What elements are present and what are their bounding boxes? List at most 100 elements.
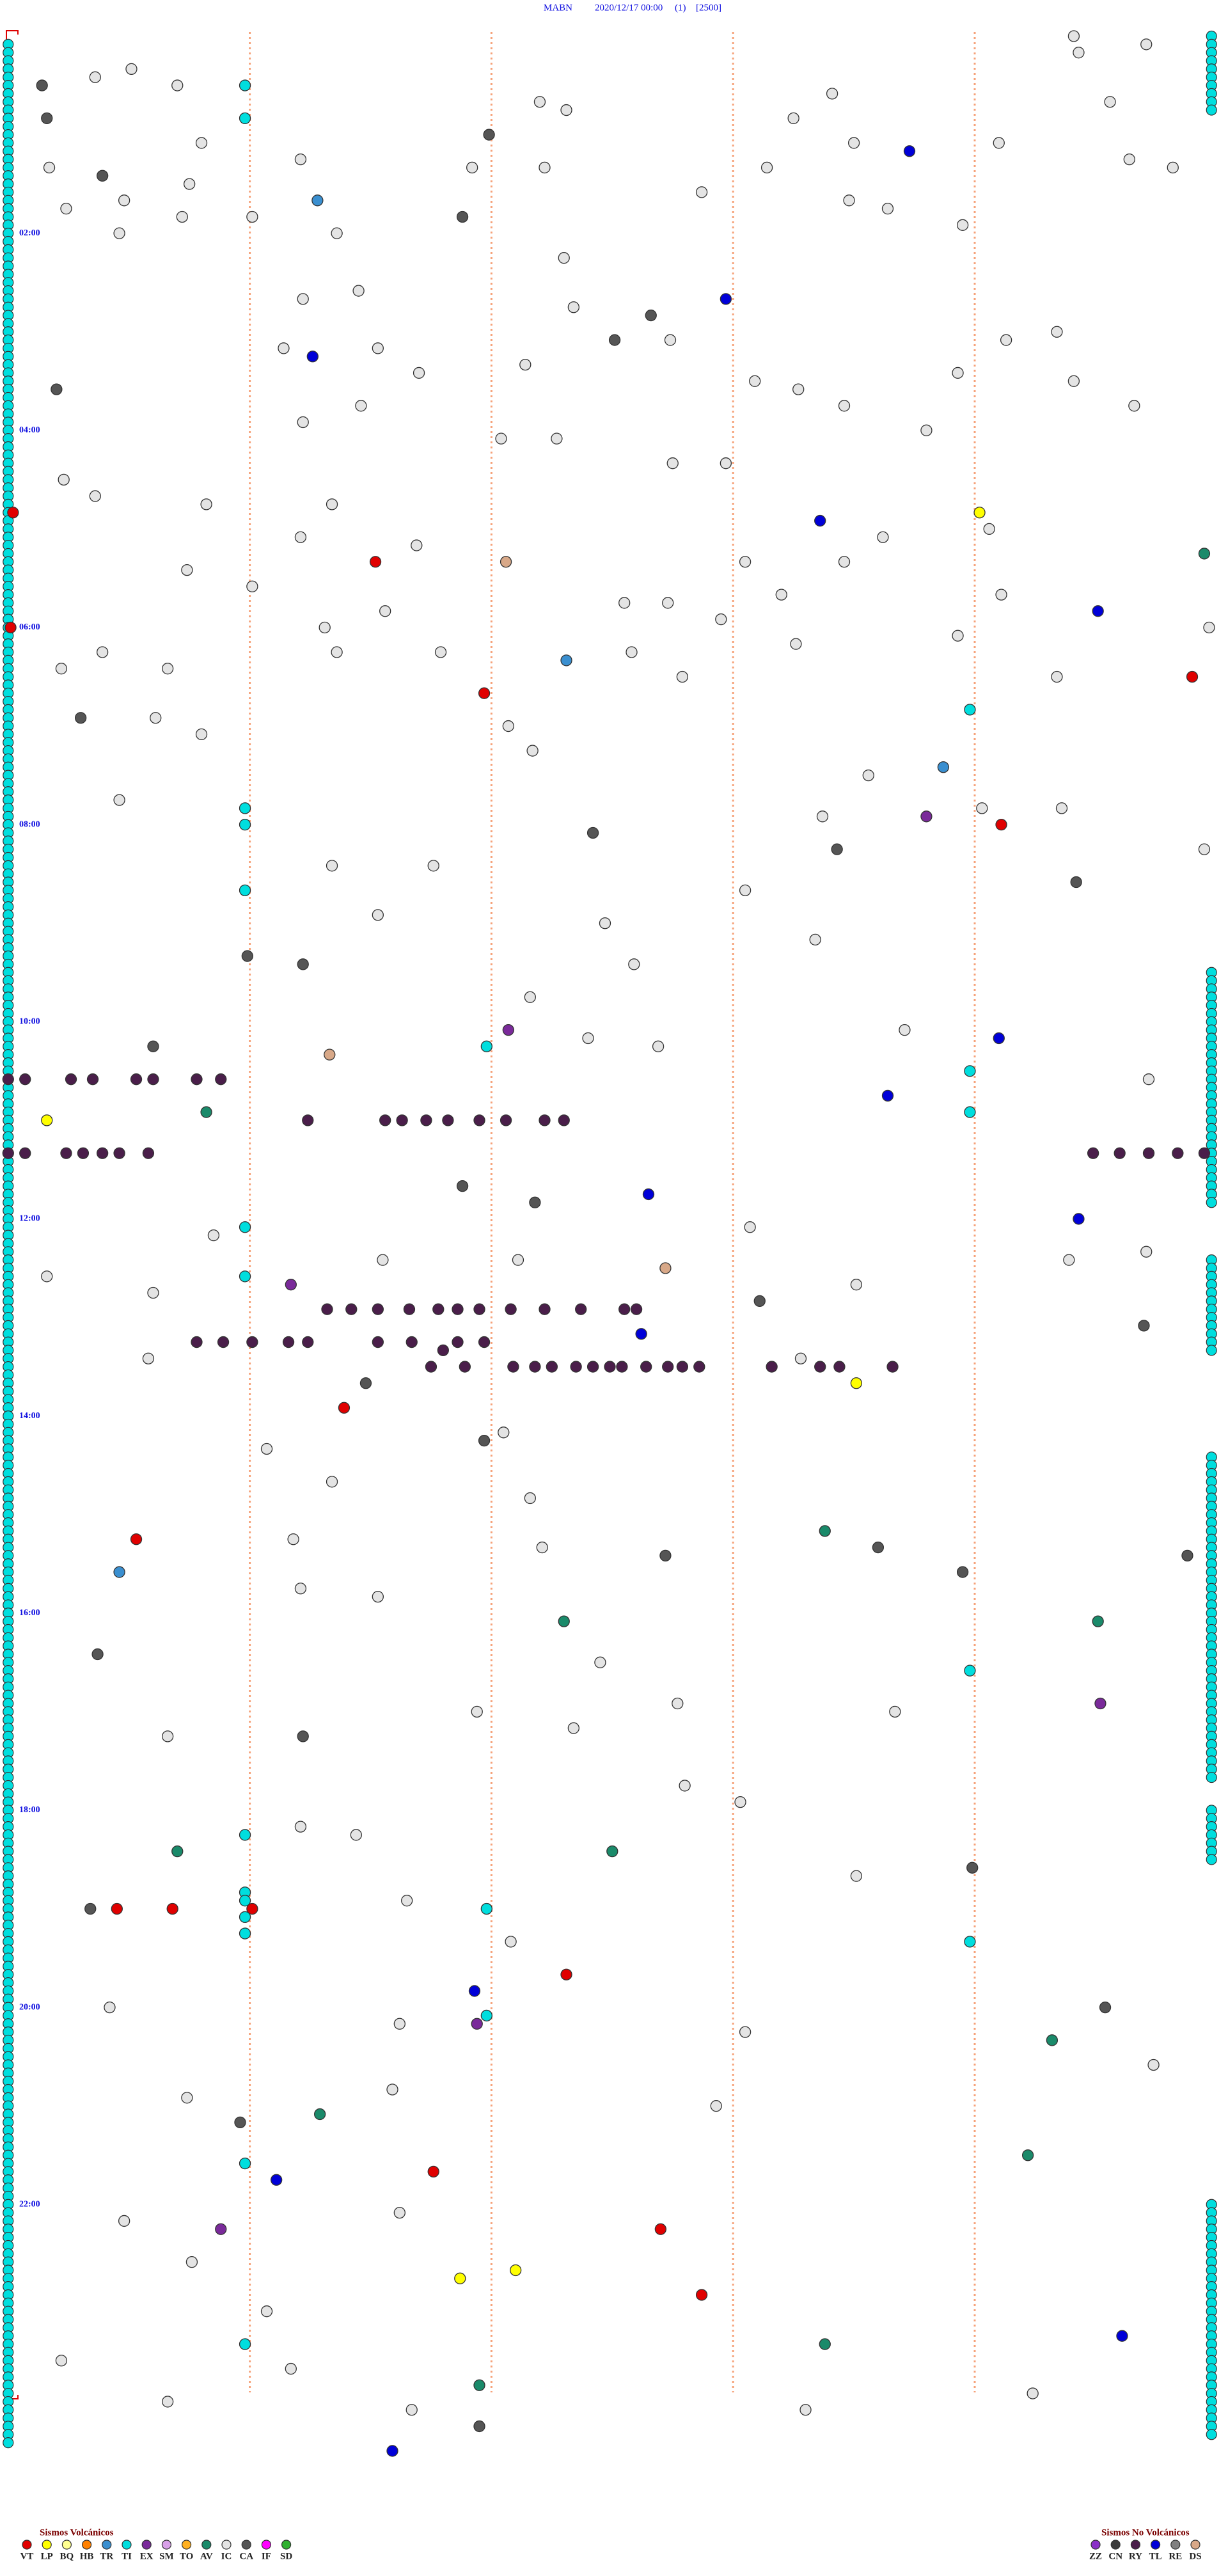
time-label: 22:00 xyxy=(19,2199,40,2209)
event xyxy=(4,621,17,634)
event xyxy=(964,1106,976,1118)
legend-swatch xyxy=(201,2540,212,2550)
time-label: 10:00 xyxy=(19,1017,40,1027)
event xyxy=(60,1147,72,1159)
event xyxy=(850,1377,863,1389)
event xyxy=(500,556,512,568)
event xyxy=(483,129,495,141)
event xyxy=(662,1361,674,1373)
event xyxy=(161,1730,174,1742)
event xyxy=(676,1361,689,1373)
event xyxy=(507,1361,519,1373)
ti-marker xyxy=(1206,2429,1217,2440)
event xyxy=(306,351,319,363)
event xyxy=(285,1279,297,1291)
event xyxy=(1198,843,1211,855)
event xyxy=(1147,2058,1160,2071)
event xyxy=(113,227,125,239)
event xyxy=(500,1114,512,1126)
event xyxy=(739,556,752,568)
event xyxy=(920,810,933,823)
event xyxy=(526,745,539,757)
event xyxy=(814,1361,826,1373)
event xyxy=(889,1705,901,1718)
event xyxy=(560,104,572,116)
event xyxy=(19,1073,31,1086)
event xyxy=(1181,1549,1193,1562)
event xyxy=(473,2379,485,2391)
event xyxy=(41,1270,53,1283)
event xyxy=(471,1705,483,1718)
event xyxy=(19,1147,31,1159)
event xyxy=(744,1221,756,1233)
legend-swatch xyxy=(141,2540,152,2550)
event xyxy=(560,1968,572,1980)
event xyxy=(372,1336,384,1348)
legend-swatch xyxy=(1090,2540,1101,2550)
gain: [2500] xyxy=(696,3,721,13)
event xyxy=(529,1196,541,1208)
legend-label: CN xyxy=(1108,2551,1122,2561)
event xyxy=(147,1286,159,1299)
event xyxy=(311,194,324,207)
event xyxy=(468,1985,481,1997)
event xyxy=(239,1911,251,1924)
event xyxy=(246,1336,258,1348)
event xyxy=(478,1434,491,1447)
event xyxy=(287,1533,299,1545)
event xyxy=(195,728,208,741)
event xyxy=(847,137,860,149)
legend-label: TI xyxy=(122,2551,132,2561)
event xyxy=(618,1303,631,1315)
event xyxy=(425,1361,437,1373)
event xyxy=(142,1147,155,1159)
event xyxy=(326,860,338,872)
event xyxy=(1067,375,1080,387)
event xyxy=(539,161,551,174)
event xyxy=(239,1221,251,1233)
event xyxy=(326,498,338,510)
event xyxy=(41,1114,53,1126)
event xyxy=(185,2256,198,2268)
event xyxy=(200,1106,212,1118)
legend-title: Sismos No Volcánicos xyxy=(1101,2527,1190,2538)
event xyxy=(826,88,838,100)
legend-label: TL xyxy=(1149,2551,1162,2561)
event xyxy=(787,112,799,125)
time-label: 12:00 xyxy=(19,1214,40,1224)
event xyxy=(191,1336,203,1348)
event xyxy=(760,161,773,174)
ti-marker xyxy=(1206,104,1217,116)
legend-swatch xyxy=(1110,2540,1121,2550)
event xyxy=(239,1895,251,1907)
event xyxy=(166,1902,178,1915)
event xyxy=(567,1722,580,1734)
event xyxy=(819,2338,831,2350)
event xyxy=(338,1402,350,1414)
event xyxy=(51,383,63,395)
event xyxy=(1142,1073,1155,1086)
event xyxy=(1203,621,1215,634)
event xyxy=(659,1549,672,1562)
event xyxy=(903,145,916,157)
event xyxy=(480,2009,492,2022)
legend-swatch xyxy=(182,2540,192,2550)
event xyxy=(1092,605,1104,617)
event xyxy=(294,531,307,543)
event xyxy=(551,432,563,445)
event xyxy=(582,1032,594,1045)
legend-label: ZZ xyxy=(1089,2551,1102,2561)
event xyxy=(570,1361,582,1373)
event xyxy=(1073,1213,1085,1225)
event xyxy=(1094,1697,1106,1710)
event xyxy=(715,613,727,626)
event xyxy=(872,1541,885,1554)
event xyxy=(1051,326,1063,338)
event xyxy=(386,2445,398,2457)
ti-marker xyxy=(1206,1197,1217,1208)
event xyxy=(533,96,546,108)
datetime: 2020/12/17 00:00 xyxy=(595,3,663,13)
event xyxy=(113,794,125,806)
event xyxy=(604,1361,616,1373)
